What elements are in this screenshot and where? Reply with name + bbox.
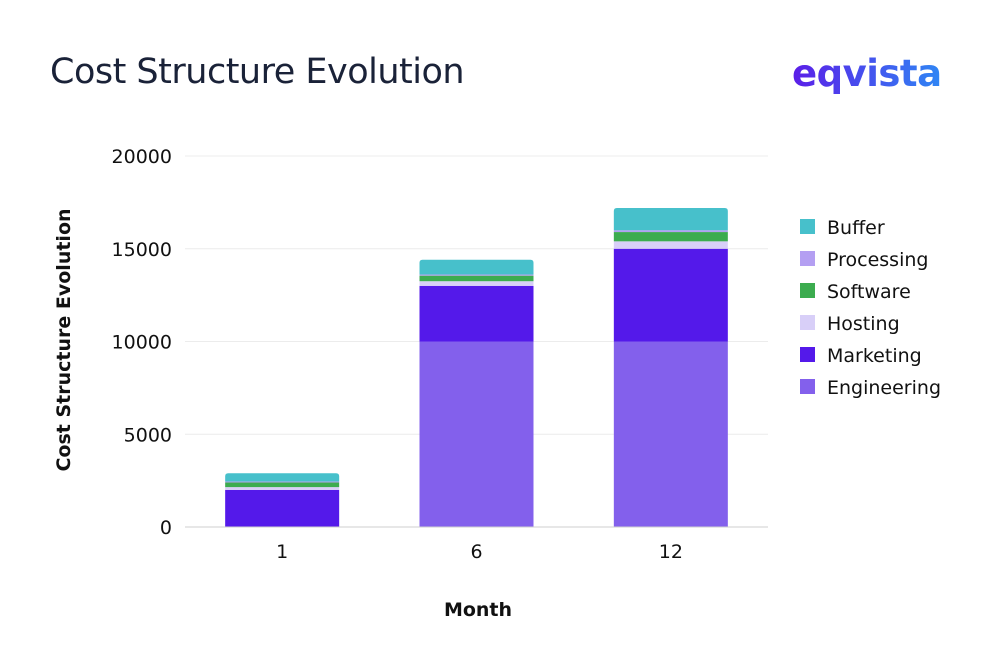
- bar-segment-buffer-month-12: [613, 207, 728, 231]
- y-tick-label: 15000: [112, 239, 172, 261]
- legend: Buffer Processing Software Hosting Marketing…: [800, 217, 941, 399]
- bar-segment-software-month-1: [225, 482, 340, 488]
- y-tick-label: 0: [160, 517, 172, 539]
- bar-segment-processing-month-6: [419, 274, 534, 276]
- bar-segment-buffer-month-1: [225, 473, 340, 482]
- x-tick-label: 6: [470, 541, 482, 563]
- legend-swatch-processing: [800, 251, 815, 266]
- x-tick-labels: 1 6 12: [276, 541, 683, 563]
- bar-segment-processing-month-12: [613, 230, 728, 233]
- bar-segment-software-month-12: [613, 232, 728, 242]
- legend-label-buffer: Buffer: [827, 217, 885, 239]
- bar-segment-hosting-month-12: [613, 241, 728, 249]
- bars: [225, 207, 728, 527]
- bar-segment-hosting-month-6: [419, 281, 534, 286]
- legend-swatch-buffer: [800, 219, 815, 234]
- y-tick-label: 5000: [124, 424, 172, 446]
- y-tick-label: 20000: [112, 146, 172, 168]
- bar-segment-processing-month-1: [225, 481, 340, 483]
- legend-swatch-software: [800, 283, 815, 298]
- legend-label-processing: Processing: [827, 249, 928, 271]
- legend-label-marketing: Marketing: [827, 345, 922, 367]
- bar-segment-marketing-month-12: [613, 248, 728, 342]
- y-axis-title: Cost Structure Evolution: [53, 208, 75, 471]
- bar-segment-marketing-month-6: [419, 285, 534, 342]
- x-axis-title: Month: [444, 599, 512, 621]
- y-tick-labels: 0 5000 10000 15000 20000: [112, 146, 172, 539]
- logo-text: eqvista: [792, 52, 942, 95]
- bar-segment-marketing-month-1: [225, 489, 340, 527]
- legend-label-hosting: Hosting: [827, 313, 900, 335]
- legend-swatch-engineering: [800, 379, 815, 394]
- bar-segment-engineering-month-12: [613, 341, 728, 527]
- y-tick-label: 10000: [112, 332, 172, 354]
- bar-segment-software-month-6: [419, 275, 534, 282]
- x-tick-label: 12: [659, 541, 683, 563]
- bar-segment-engineering-month-6: [419, 341, 534, 527]
- legend-label-software: Software: [827, 281, 911, 303]
- x-tick-label: 1: [276, 541, 288, 563]
- chart-title: Cost Structure Evolution: [50, 52, 465, 92]
- eqvista-logo: eqvista: [792, 50, 952, 107]
- legend-swatch-marketing: [800, 347, 815, 362]
- bar-segment-buffer-month-6: [419, 259, 534, 275]
- eqvista-logo-graphic: eqvista: [792, 52, 942, 95]
- legend-label-engineering: Engineering: [827, 377, 941, 399]
- bar-segment-hosting-month-1: [225, 487, 340, 490]
- legend-swatch-hosting: [800, 315, 815, 330]
